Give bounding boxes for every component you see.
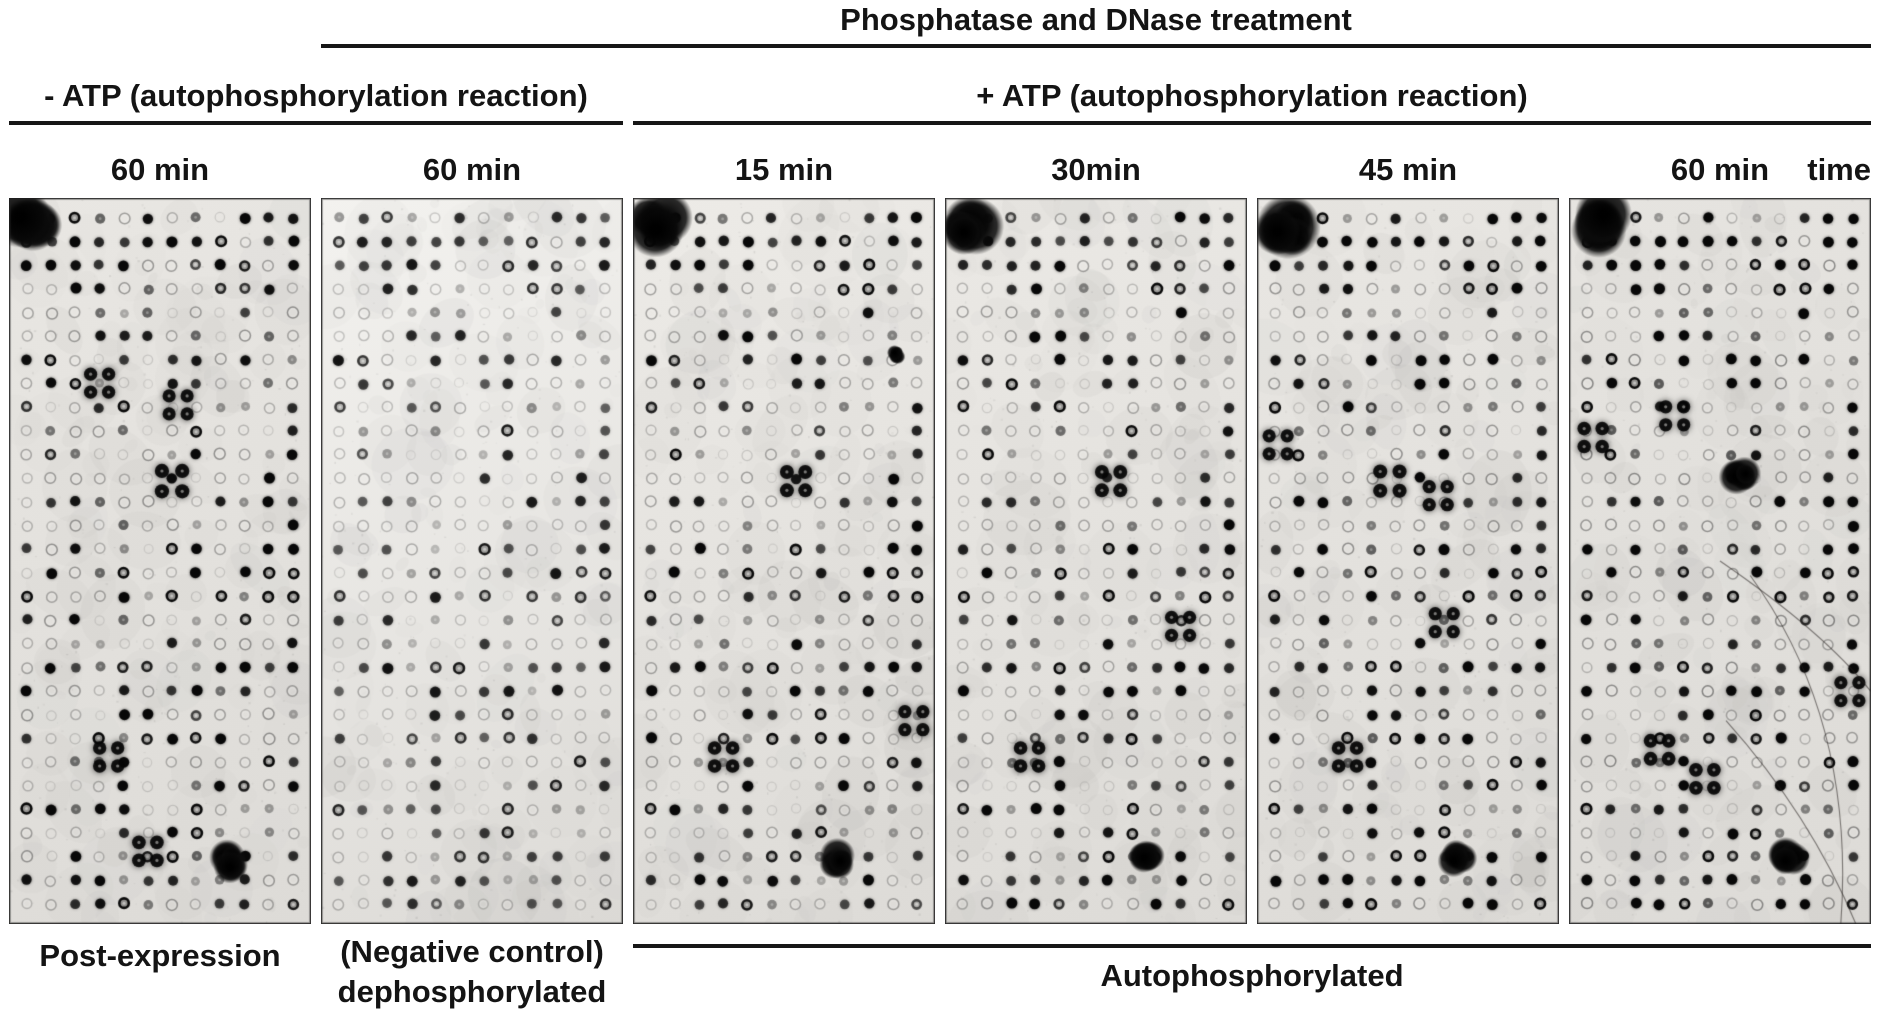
caption-negative-control-line1: (Negative control) (340, 934, 604, 969)
membrane-panel-2-negative-control (321, 198, 623, 924)
caption-post-expression: Post-expression (39, 938, 281, 973)
membrane-panel-1-post-expression (9, 198, 311, 924)
membrane-panel-6-60min (1569, 198, 1871, 924)
caption-negative-control-line2: dephosphorylated (337, 974, 607, 1009)
time-label-panel-6: 60 min (1670, 152, 1770, 187)
caption-negative-control: (Negative control) dephosphorylated (321, 932, 623, 1012)
plus-atp-header: + ATP (autophosphorylation reaction) (976, 78, 1528, 113)
time-axis-label: time (1807, 152, 1871, 187)
autophosphorylated-overline (633, 944, 1871, 948)
caption-autophosphorylated: Autophosphorylated (1100, 958, 1404, 993)
treatment-underline (321, 44, 1871, 48)
membrane-panel-4-30min (945, 198, 1247, 924)
plus-atp-underline (633, 121, 1871, 125)
time-label-panel-4: 30min (1051, 152, 1141, 187)
membrane-panel-5-45min (1257, 198, 1559, 924)
treatment-header: Phosphatase and DNase treatment (840, 2, 1352, 37)
time-label-panel-2: 60 min (422, 152, 522, 187)
time-label-panel-1: 60 min (110, 152, 210, 187)
time-label-panel-5: 45 min (1358, 152, 1458, 187)
membrane-panel-3-15min (633, 198, 935, 924)
minus-atp-header: - ATP (autophosphorylation reaction) (44, 78, 588, 113)
membrane-panels-row (9, 198, 1871, 924)
time-label-panel-3: 15 min (734, 152, 834, 187)
minus-atp-underline (9, 121, 623, 125)
